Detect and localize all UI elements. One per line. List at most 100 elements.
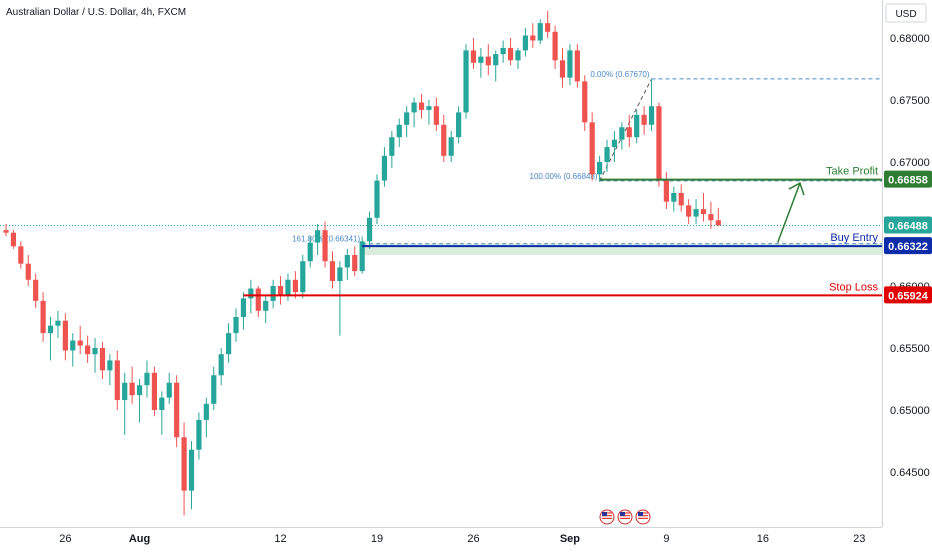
- candle: [537, 19, 543, 45]
- candle-body: [114, 360, 120, 401]
- candle: [626, 114, 632, 148]
- candle-body: [441, 124, 447, 156]
- take-profit-label: Take Profit: [826, 166, 878, 178]
- flag-canton: [620, 512, 625, 516]
- candle-body: [122, 382, 128, 401]
- candle-body: [700, 209, 707, 215]
- candle: [396, 118, 402, 148]
- candle: [307, 236, 313, 268]
- candle: [463, 44, 469, 119]
- candle-body: [470, 50, 477, 63]
- candle: [166, 372, 172, 404]
- candle: [144, 360, 150, 398]
- candle: [129, 366, 135, 404]
- candle-body: [552, 31, 558, 61]
- us-flag-event-icon: [599, 509, 615, 525]
- candle-body: [389, 137, 395, 156]
- candle-body: [567, 50, 573, 78]
- buy-entry-price-tag-bg: [884, 237, 932, 255]
- y-tick-label: 0.65000: [890, 405, 930, 417]
- candle: [366, 211, 373, 249]
- candle-body: [381, 155, 388, 181]
- candle: [507, 38, 514, 66]
- candle: [374, 174, 380, 224]
- candle: [545, 10, 551, 38]
- candle: [448, 131, 454, 162]
- candle: [478, 47, 484, 78]
- candle: [352, 246, 358, 277]
- candle-body: [433, 106, 439, 125]
- candle: [122, 372, 128, 435]
- y-tick-label: 0.64500: [890, 467, 930, 479]
- candle: [47, 317, 54, 361]
- candle-body: [500, 47, 506, 55]
- candle: [181, 422, 187, 516]
- candle-body: [411, 102, 417, 113]
- candle-body: [545, 23, 551, 32]
- candle: [77, 325, 83, 355]
- candle: [277, 276, 284, 305]
- candle-body: [329, 261, 336, 282]
- candle: [426, 100, 432, 125]
- x-tick-label: 9: [663, 533, 669, 545]
- y-tick-label: 0.67500: [890, 95, 930, 107]
- candle: [389, 131, 395, 169]
- candle-body: [77, 340, 83, 346]
- candle-body: [144, 372, 150, 386]
- candle-body: [559, 60, 566, 78]
- candle-body: [597, 162, 603, 175]
- candle-body: [396, 124, 402, 138]
- price-axis-bg: [882, 0, 932, 550]
- candle-body: [270, 286, 276, 301]
- take-profit-price-tag: 0.66858: [888, 175, 928, 187]
- candle-body: [166, 382, 172, 398]
- candle-body: [448, 137, 454, 156]
- candle-body: [671, 193, 677, 202]
- chart-title: Australian Dollar / U.S. Dollar, 4h, FXC…: [6, 7, 186, 18]
- candle: [567, 44, 573, 86]
- flag-canton: [638, 512, 643, 516]
- candle-body: [300, 261, 306, 293]
- candle-body: [151, 372, 157, 410]
- candle: [85, 335, 91, 363]
- candle: [248, 279, 254, 314]
- candle: [62, 313, 68, 361]
- x-tick-label: 12: [274, 533, 286, 545]
- candle: [300, 255, 306, 299]
- candle-body: [456, 112, 462, 138]
- candle: [663, 171, 669, 210]
- candle-body: [55, 320, 61, 326]
- candle-body: [285, 279, 291, 296]
- candle-body: [181, 437, 187, 491]
- candle: [619, 122, 625, 150]
- candle: [240, 292, 247, 330]
- candle-body: [47, 325, 54, 334]
- fib-level-label: 100.00% (0.66848): [530, 172, 598, 181]
- candle-body: [604, 147, 610, 162]
- candle: [485, 44, 491, 76]
- candle: [693, 199, 699, 224]
- candle-body: [589, 122, 595, 175]
- candle-body: [129, 382, 135, 396]
- candle: [441, 114, 447, 162]
- candle: [470, 38, 477, 69]
- candle-body: [203, 403, 209, 420]
- currency-box: [885, 3, 927, 23]
- y-tick-label: 0.68000: [890, 33, 930, 45]
- candle-body: [366, 217, 373, 242]
- candle-body: [359, 241, 365, 272]
- candle: [337, 261, 343, 336]
- candle-body: [634, 114, 640, 138]
- candle-body: [582, 81, 588, 123]
- candle: [582, 75, 588, 131]
- candle: [188, 441, 195, 510]
- candle: [656, 102, 662, 187]
- flag-canton: [602, 512, 607, 516]
- candle: [515, 47, 521, 69]
- candle: [211, 366, 217, 410]
- candle-body: [478, 56, 484, 63]
- candle: [686, 199, 692, 224]
- candle-body: [537, 23, 543, 41]
